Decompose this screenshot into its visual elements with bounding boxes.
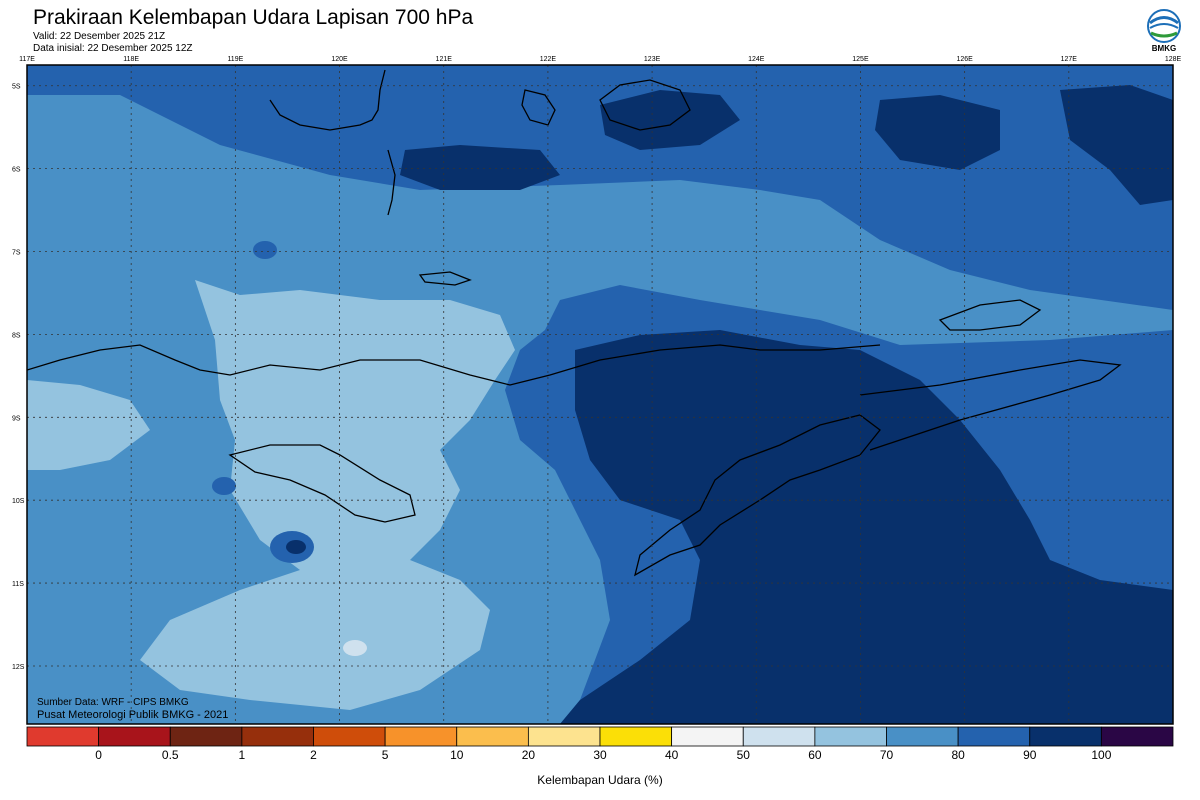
lat-tick-label: 7S xyxy=(12,250,21,257)
valid-time: Valid: 22 Desember 2025 21Z xyxy=(33,31,166,42)
humidity-blob-c xyxy=(212,477,236,495)
lat-tick-label: 9S xyxy=(12,415,21,422)
colorbar-swatch xyxy=(26,726,100,747)
colorbar-label: 60 xyxy=(808,748,822,762)
bmkg-logo-icon xyxy=(1147,9,1181,43)
colorbar-label: 0 xyxy=(95,748,102,762)
humidity-zone-90-100-top xyxy=(600,90,740,150)
colorbar-swatch xyxy=(313,726,386,747)
humidity-zone-90-100 xyxy=(560,330,1173,724)
lat-tick-label: 11S xyxy=(12,581,24,588)
colorbar-label: 1 xyxy=(238,748,246,762)
lon-tick-label: 119E xyxy=(227,56,243,63)
bmkg-logo-text: BMKG xyxy=(1151,44,1177,53)
map-frame xyxy=(26,64,1174,725)
colorbar-label: 90 xyxy=(1023,748,1037,762)
colorbar-label: 2 xyxy=(310,748,317,762)
lon-tick-label: 121E xyxy=(436,56,453,63)
colorbar-swatch xyxy=(599,726,673,747)
lon-tick-label: 126E xyxy=(956,56,973,63)
lon-tick-label: 125E xyxy=(852,56,869,63)
map-gridlines xyxy=(27,65,1173,724)
colorbar-label: 0.5 xyxy=(161,748,179,762)
humidity-blob-e xyxy=(343,640,367,656)
colorbar-label: 20 xyxy=(521,748,536,762)
humidity-zone-90-100-north xyxy=(400,145,560,190)
humidity-zone-90-100-ne xyxy=(875,95,1000,170)
colorbar-swatch xyxy=(384,726,458,747)
colorbar-swatch xyxy=(886,726,959,747)
colorbar-label: 40 xyxy=(664,748,679,762)
lon-tick-label: 123E xyxy=(644,56,661,63)
colorbar-swatch xyxy=(957,726,1031,747)
colorbar-label: 70 xyxy=(879,748,894,762)
colorbar-label: 5 xyxy=(381,748,389,762)
humidity-zone-60-70-west xyxy=(27,380,150,470)
lon-tick-label: 124E xyxy=(748,56,765,63)
lon-tick-label: 122E xyxy=(540,56,557,63)
colorbar-label: 10 xyxy=(450,748,464,762)
lat-tick-label: 8S xyxy=(12,332,21,339)
colorbar-label: 50 xyxy=(736,748,750,762)
colorbar-label: 80 xyxy=(951,748,965,762)
data-source: Sumber Data: WRF - CIPS BMKG xyxy=(37,697,189,708)
bmkg-logo: BMKG xyxy=(1144,8,1184,56)
colorbar-label: 100 xyxy=(1091,748,1112,762)
colorbar-swatch xyxy=(241,726,314,747)
humidity-field xyxy=(27,65,1173,724)
colorbar xyxy=(26,726,1174,747)
lat-tick-label: 6S xyxy=(12,167,21,174)
colorbar-swatch xyxy=(1100,726,1174,747)
colorbar-label: 30 xyxy=(593,748,607,762)
initial-time: Data inisial: 22 Desember 2025 12Z xyxy=(33,43,193,54)
lon-tick-label: 128E xyxy=(1165,56,1182,63)
lon-tick-label: 117E xyxy=(19,56,35,63)
lon-tick-label: 120E xyxy=(331,56,348,63)
lat-tick-labels: 5S 6S 7S 8S 9S 10S 11S 12S xyxy=(12,84,25,671)
map-title: Prakiraan Kelembapan Udara Lapisan 700 h… xyxy=(33,6,474,29)
colorbar-swatch xyxy=(742,726,816,747)
lat-tick-label: 12S xyxy=(12,664,25,671)
colorbar-swatch xyxy=(98,726,171,747)
humidity-zone-60-70 xyxy=(140,280,515,710)
colorbar-swatch xyxy=(169,726,243,747)
lat-tick-label: 5S xyxy=(12,84,21,91)
lon-tick-labels: 117E 118E 119E 120E 121E 122E 123E 124E 125E 126E… xyxy=(19,56,1181,63)
lat-tick-label: 10S xyxy=(12,498,25,505)
colorbar-swatch xyxy=(814,726,887,747)
colorbar-swatch xyxy=(527,726,601,747)
lon-tick-label: 118E xyxy=(123,56,139,63)
colorbar-swatch xyxy=(456,726,529,747)
publisher: Pusat Meteorologi Publik BMKG - 2021 xyxy=(37,709,229,721)
colorbar-swatch xyxy=(671,726,744,747)
colorbar-title: Kelembapan Udara (%) xyxy=(537,773,663,787)
colorbar-swatch xyxy=(1029,726,1102,747)
humidity-blob-b xyxy=(286,540,306,554)
humidity-zone-90-100-ne2 xyxy=(1060,85,1173,205)
coastlines xyxy=(27,69,1122,577)
lon-tick-label: 127E xyxy=(1061,56,1078,63)
humidity-blob-d xyxy=(253,241,277,259)
